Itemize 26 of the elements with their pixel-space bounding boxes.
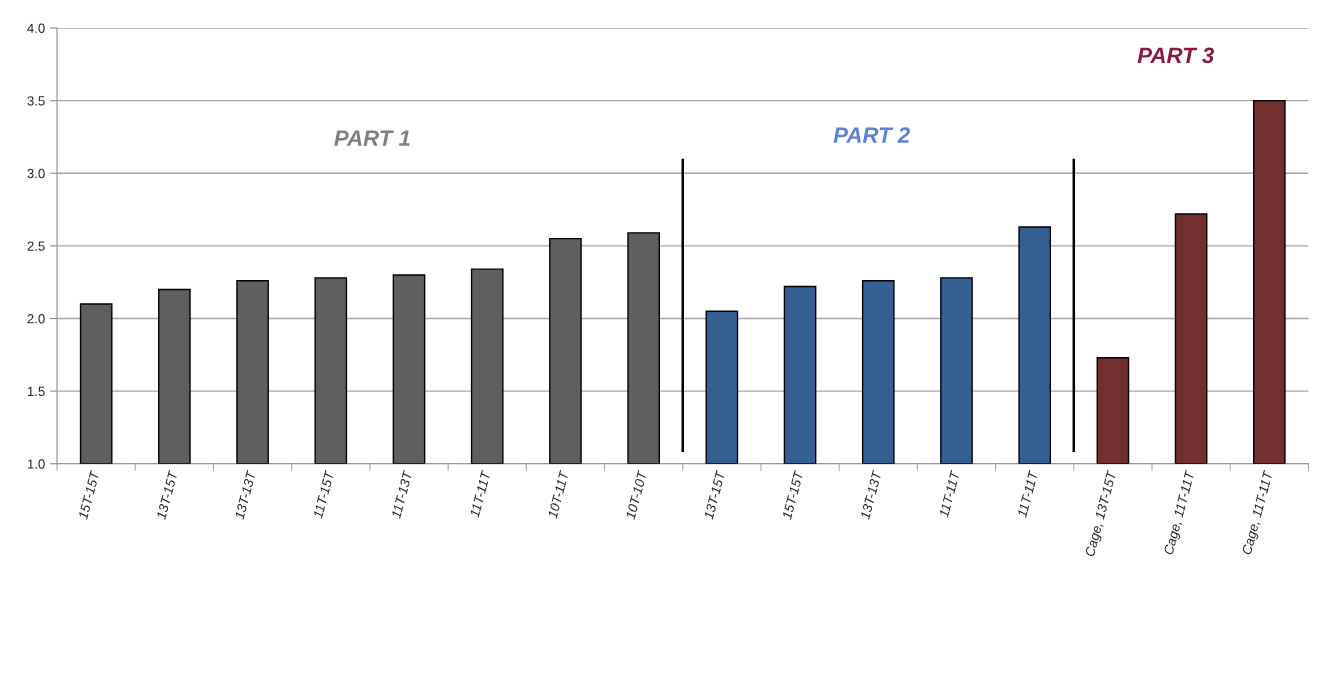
x-tick-label: 11T-11T xyxy=(469,469,491,518)
x-tick-label: 13T-13T xyxy=(860,469,882,520)
y-tick-label: 3.5 xyxy=(27,96,45,106)
y-tick-label: 4.0 xyxy=(27,23,45,33)
x-tick-label: 15T-15T xyxy=(782,469,804,520)
x-tick-label: 13T-15T xyxy=(703,469,726,520)
y-tick-label: 3.0 xyxy=(27,168,45,179)
x-tick-label: 10T-11T xyxy=(547,469,570,519)
x-tick-label: 11T-11T xyxy=(939,469,960,518)
annotation: PART 2 xyxy=(833,127,910,143)
annotation: PART 3 xyxy=(1137,47,1215,64)
x-tick-label: Cage, 13T-15T xyxy=(1084,469,1120,558)
y-tick-label: 1.0 xyxy=(27,459,45,469)
annotation: PART 1 xyxy=(334,130,410,146)
y-tick-label: 2.5 xyxy=(27,241,45,251)
x-tick-label: 13T-13T xyxy=(234,469,257,520)
x-tick-label: 10T-10T xyxy=(625,469,648,520)
x-tick-label: 15T-15T xyxy=(78,469,100,520)
y-tick-label: 2.0 xyxy=(27,314,45,324)
x-tick-label: Cage, 11T-11T xyxy=(1241,469,1276,556)
x-tick-label: 13T-15T xyxy=(156,469,178,520)
x-tick-label: 11T-11T xyxy=(1017,469,1039,518)
x-tick-label: 11T-13T xyxy=(391,469,413,519)
x-tick-label: 11T-15T xyxy=(313,469,335,519)
y-tick-label: 1.5 xyxy=(27,386,45,397)
x-tick-label: Cage, 11T-11T xyxy=(1163,469,1198,556)
